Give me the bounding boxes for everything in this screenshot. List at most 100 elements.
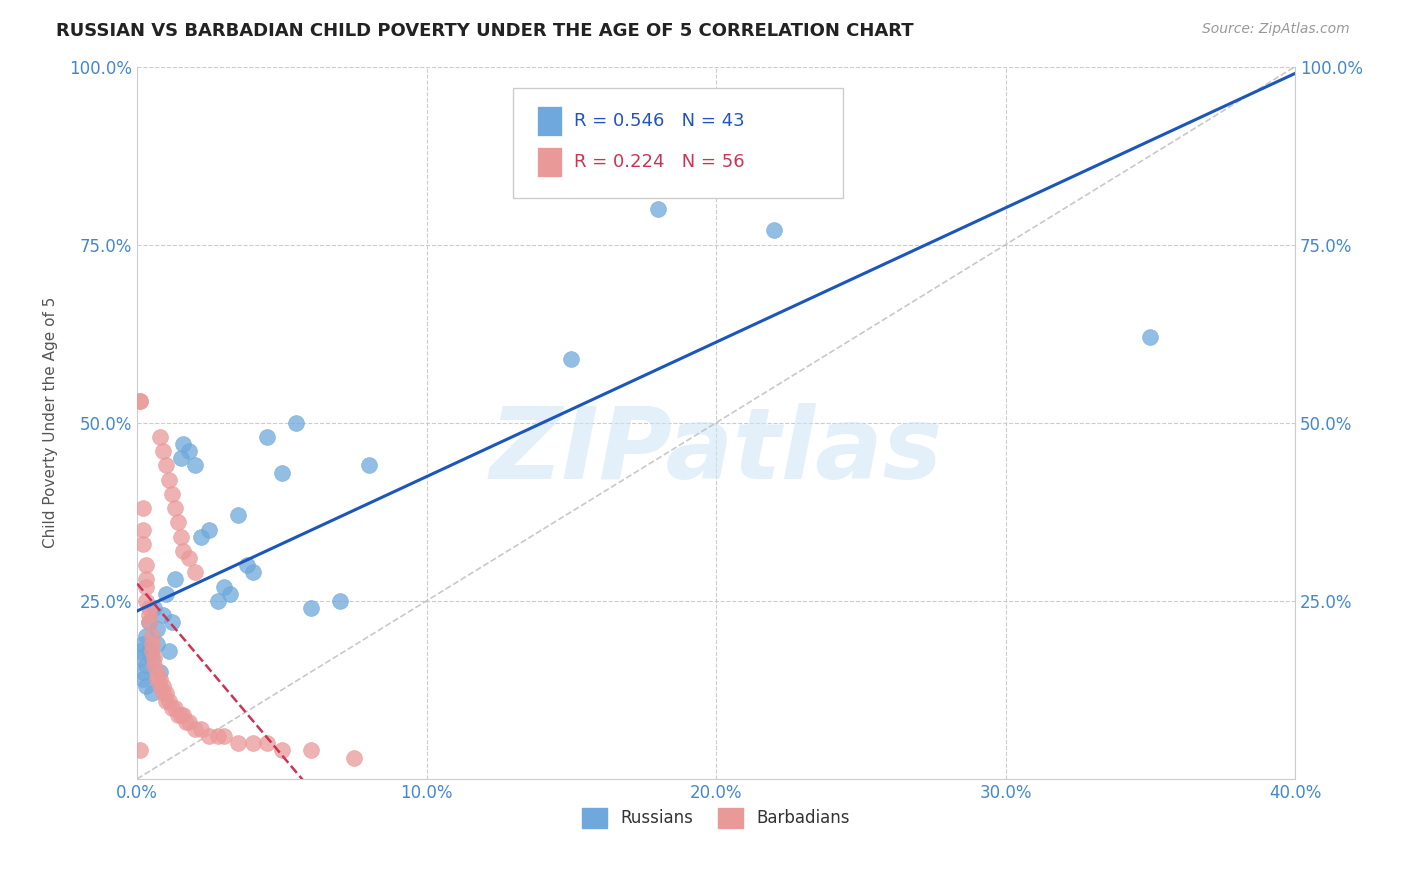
Point — [135, 630, 157, 644]
FancyBboxPatch shape — [537, 147, 562, 177]
Point — [132, 537, 155, 551]
Point — [135, 580, 157, 594]
Point — [157, 643, 180, 657]
Point — [146, 636, 169, 650]
Point — [207, 594, 229, 608]
Point — [129, 743, 152, 757]
Point — [141, 643, 163, 657]
Point — [172, 437, 194, 451]
Point — [146, 672, 169, 686]
Text: R = 0.224   N = 56: R = 0.224 N = 56 — [574, 153, 744, 171]
Text: R = 0.546   N = 43: R = 0.546 N = 43 — [574, 112, 744, 129]
Point — [143, 601, 166, 615]
Point — [207, 729, 229, 743]
Point — [160, 487, 183, 501]
Point — [146, 623, 169, 637]
Point — [329, 594, 352, 608]
Point — [129, 394, 152, 409]
Point — [149, 430, 172, 444]
Point — [343, 750, 366, 764]
Point — [138, 643, 160, 657]
Point — [149, 679, 172, 693]
Point — [256, 430, 278, 444]
Point — [179, 714, 201, 729]
Point — [132, 665, 155, 679]
Point — [129, 394, 152, 409]
Point — [160, 615, 183, 630]
Point — [184, 566, 207, 580]
Point — [560, 351, 582, 366]
Y-axis label: Child Poverty Under the Age of 5: Child Poverty Under the Age of 5 — [44, 297, 58, 549]
Point — [157, 473, 180, 487]
Point — [143, 650, 166, 665]
Point — [152, 679, 174, 693]
FancyBboxPatch shape — [513, 88, 844, 198]
Point — [190, 530, 212, 544]
Point — [172, 707, 194, 722]
Point — [135, 657, 157, 672]
Point — [135, 594, 157, 608]
Point — [169, 707, 191, 722]
Point — [228, 508, 250, 523]
Point — [160, 700, 183, 714]
Point — [163, 501, 186, 516]
Point — [143, 657, 166, 672]
Point — [132, 636, 155, 650]
Point — [357, 458, 380, 473]
Point — [285, 416, 308, 430]
Text: ZIPatlas: ZIPatlas — [489, 403, 942, 500]
Point — [129, 650, 152, 665]
Point — [172, 544, 194, 558]
Point — [190, 722, 212, 736]
Point — [163, 573, 186, 587]
Point — [212, 729, 235, 743]
Point — [135, 679, 157, 693]
FancyBboxPatch shape — [537, 106, 562, 136]
Point — [149, 672, 172, 686]
Point — [129, 643, 152, 657]
Point — [135, 573, 157, 587]
Point — [157, 693, 180, 707]
Point — [242, 736, 264, 750]
Point — [166, 707, 188, 722]
Point — [155, 686, 177, 700]
Point — [149, 665, 172, 679]
Point — [236, 558, 259, 573]
Point — [141, 686, 163, 700]
Point — [166, 516, 188, 530]
Point — [169, 451, 191, 466]
Point — [1139, 330, 1161, 344]
Text: RUSSIAN VS BARBADIAN CHILD POVERTY UNDER THE AGE OF 5 CORRELATION CHART: RUSSIAN VS BARBADIAN CHILD POVERTY UNDER… — [56, 22, 914, 40]
Point — [184, 722, 207, 736]
Point — [141, 650, 163, 665]
Point — [762, 223, 785, 237]
Point — [179, 444, 201, 458]
Point — [212, 580, 235, 594]
Point — [146, 665, 169, 679]
Point — [152, 444, 174, 458]
Point — [270, 743, 292, 757]
Point — [176, 714, 198, 729]
Point — [138, 615, 160, 630]
Point — [184, 458, 207, 473]
Point — [152, 608, 174, 623]
Point — [132, 672, 155, 686]
Text: Source: ZipAtlas.com: Source: ZipAtlas.com — [1202, 22, 1350, 37]
Point — [198, 523, 221, 537]
Point — [135, 558, 157, 573]
Point — [218, 587, 240, 601]
Point — [141, 630, 163, 644]
Point — [647, 202, 669, 216]
Point — [138, 615, 160, 630]
Point — [228, 736, 250, 750]
Point — [138, 601, 160, 615]
Point — [198, 729, 221, 743]
Point — [179, 551, 201, 566]
Point — [169, 530, 191, 544]
Legend: Russians, Barbadians: Russians, Barbadians — [575, 801, 856, 835]
Point — [163, 700, 186, 714]
Point — [242, 566, 264, 580]
Point — [155, 587, 177, 601]
Point — [152, 686, 174, 700]
Point — [138, 608, 160, 623]
